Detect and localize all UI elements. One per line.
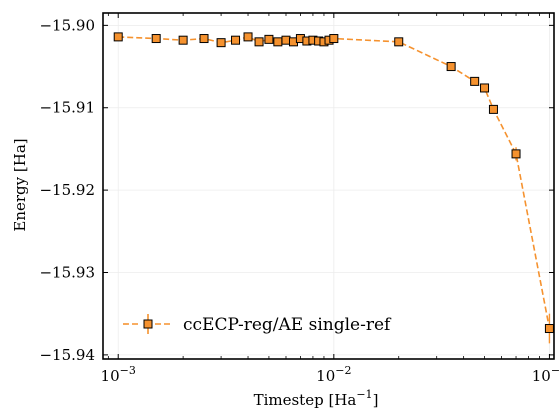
data-point-0-19 <box>394 37 404 47</box>
data-point-0-24 <box>511 149 521 159</box>
x-tick-label-exp-0: −3 <box>120 364 136 377</box>
grid <box>103 13 554 359</box>
legend-marker <box>143 319 153 329</box>
x-axis-label-exponent: −1 <box>356 388 372 401</box>
data-point-0-2 <box>178 35 188 45</box>
legend-label: ccECP-reg/AE single-ref <box>183 315 392 335</box>
data-point-0-8 <box>264 34 274 44</box>
x-tick-label-base-2: 10 <box>532 367 551 385</box>
y-axis-label: Energy [Ha] <box>11 138 29 231</box>
data-point-0-5 <box>231 35 241 45</box>
x-tick-label-2: 10−1 <box>532 364 559 385</box>
data-point-0-9 <box>273 37 283 47</box>
y-tick-label-0: −15.90 <box>39 16 95 34</box>
data-point-0-10 <box>281 35 291 45</box>
x-tick-label-exp-1: −2 <box>335 364 351 377</box>
legend: ccECP-reg/AE single-ref <box>123 314 392 335</box>
x-tick-label-0: 10−3 <box>101 364 136 385</box>
data-point-0-3 <box>199 34 209 44</box>
x-axis-label: Timestep [Ha−1] <box>254 388 379 409</box>
x-tick-label-exp-2: −1 <box>551 364 559 377</box>
series-layer <box>113 32 554 344</box>
data-point-0-4 <box>216 38 226 48</box>
x-tick-label-1: 10−2 <box>316 364 351 385</box>
data-point-0-6 <box>243 32 253 42</box>
y-tick-label-2: −15.92 <box>39 181 95 199</box>
data-point-0-22 <box>480 83 490 93</box>
data-point-0-21 <box>470 76 480 86</box>
plot-area-background <box>103 13 554 359</box>
y-tick-label-1: −15.91 <box>39 99 95 117</box>
y-tick-label-3: −15.93 <box>39 264 95 282</box>
plot-frame <box>102 12 555 360</box>
y-tick-label-4: −15.94 <box>39 346 95 364</box>
data-point-0-23 <box>488 104 498 114</box>
x-axis-label-main: Timestep [Ha <box>254 391 357 409</box>
x-tick-label-base-0: 10 <box>101 367 120 385</box>
x-tick-label-base-1: 10 <box>316 367 335 385</box>
data-point-0-18 <box>329 34 339 44</box>
data-point-0-20 <box>446 62 456 72</box>
x-axis-label-tail: ] <box>373 391 379 409</box>
data-point-0-7 <box>254 37 264 47</box>
data-point-0-0 <box>113 32 123 42</box>
data-point-0-25 <box>544 324 554 334</box>
data-point-0-1 <box>151 34 161 44</box>
